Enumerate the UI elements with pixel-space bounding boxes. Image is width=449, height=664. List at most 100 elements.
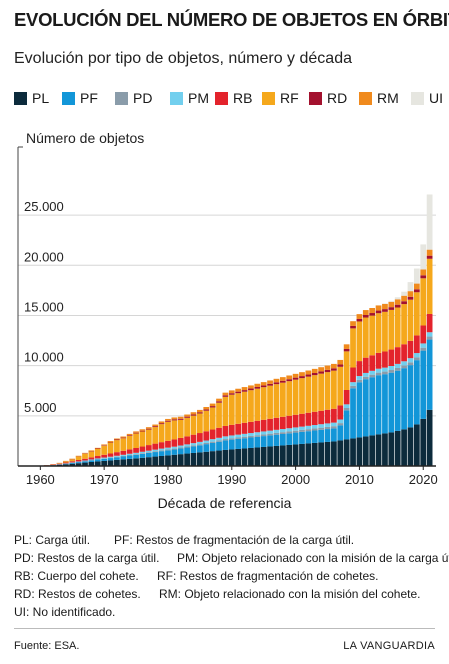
bar-segment-pd: [190, 445, 197, 447]
bar-segment-pf: [267, 435, 273, 447]
bar-segment-rd: [299, 376, 305, 379]
x-tick-label: 1970: [90, 472, 119, 487]
bar-segment-rb: [413, 335, 420, 354]
bar-segment-rm: [331, 363, 337, 369]
bar-segment-rd: [133, 432, 139, 434]
bar-segment-ui: [401, 291, 407, 296]
bar-segment-pl: [388, 432, 395, 466]
bar-segment-rb: [401, 344, 407, 362]
bar-segment-rb: [88, 457, 95, 460]
bar-segment-rb: [407, 340, 414, 359]
bar-segment-pf: [133, 454, 139, 459]
bar-segment-rm: [184, 414, 190, 417]
bar-segment-rf: [299, 378, 305, 414]
bar-segment-rf: [273, 384, 280, 418]
bar-segment-rf: [158, 424, 165, 443]
bar-segment-rm: [133, 431, 139, 433]
bar-segment-rm: [228, 390, 235, 394]
legend-swatch: [359, 91, 372, 105]
bar-segment-rd: [107, 441, 114, 443]
bar-segment-rf: [114, 440, 120, 453]
bar-segment-pm: [292, 427, 299, 431]
bar-segment-pd: [413, 357, 420, 361]
bar-segment-ui: [407, 282, 414, 292]
bar-segment-rf: [318, 373, 325, 411]
bar-segment-pl: [382, 433, 388, 466]
bar-segment-pd: [394, 367, 401, 371]
bar-segment-rd: [120, 437, 127, 439]
bar-segment-pl: [133, 458, 139, 466]
bar-segment-pm: [267, 430, 273, 434]
legend-item-pd: PD: [115, 90, 152, 106]
x-axis-label: Década de referencia: [157, 495, 292, 511]
bar-segment-rf: [62, 461, 69, 463]
bar-segment-rd: [241, 390, 248, 392]
bar-segment-rm: [369, 308, 376, 314]
bar-segment-rm: [114, 438, 120, 440]
bar-segment-rd: [375, 310, 382, 314]
bar-segment-pd: [145, 452, 152, 453]
bar-segment-rm: [299, 372, 305, 377]
note-line: PD: Restos de la carga útil. PM: Objeto r…: [14, 549, 449, 567]
bar-segment-pl: [190, 452, 197, 466]
bar-segment-rb: [248, 421, 254, 434]
bar-segment-rd: [350, 325, 356, 329]
bar-segment-rf: [107, 442, 114, 454]
bar-segment-rb: [75, 459, 82, 462]
bar-segment-rb: [375, 352, 382, 369]
bar-segment-rm: [82, 452, 88, 454]
bar-segment-rd: [158, 423, 165, 425]
bar-segment-pl: [216, 450, 222, 466]
bar-segment-rf: [120, 438, 127, 451]
bar-segment-pm: [209, 439, 216, 442]
bar-segment-pl: [88, 461, 95, 466]
note-item: RF: Restos de fragmentación de cohetes.: [157, 569, 379, 583]
bar-segment-rd: [114, 439, 120, 441]
bar-segment-rm: [248, 385, 254, 389]
publisher-brand: LA VANGUARDIA: [343, 640, 435, 652]
bar-segment-pd: [158, 450, 165, 452]
legend-item-rf: RF: [262, 90, 299, 106]
bar-segment-rf: [94, 448, 101, 457]
bar-segment-pm: [318, 424, 325, 428]
bar-segment-rd: [324, 369, 331, 373]
bar-segment-rd: [292, 377, 299, 380]
bar-segment-rd: [267, 383, 273, 386]
bar-segment-rb: [190, 434, 197, 444]
bar-segment-pm: [222, 436, 229, 440]
bar-segment-pf: [222, 440, 229, 450]
bar-segment-pf: [299, 431, 305, 444]
bar-segment-pm: [254, 432, 261, 436]
bar-segment-rf: [145, 429, 152, 446]
bar-segment-rm: [139, 429, 146, 431]
bar-segment-rb: [139, 446, 146, 452]
bar-segment-pl: [254, 447, 261, 466]
bar-segment-rb: [331, 408, 337, 423]
bar-segment-rm: [120, 436, 127, 438]
bar-segment-pl: [241, 448, 248, 466]
bar-segment-pl: [356, 437, 363, 466]
bar-segment-pl: [126, 458, 133, 466]
bar-segment-pd: [209, 441, 216, 443]
note-item: RD: Restos de cohetes.: [14, 587, 141, 601]
bar-segment-rd: [216, 401, 222, 403]
bar-segment-rd: [209, 406, 216, 408]
bar-segment-pl: [209, 451, 216, 466]
bar-segment-rd: [235, 391, 242, 394]
bar-segment-rb: [305, 412, 312, 426]
bar-segment-pm: [286, 428, 293, 432]
bar-segment-rf: [343, 351, 350, 390]
bar-segment-rm: [216, 398, 222, 402]
bar-segment-rb: [222, 425, 229, 437]
bar-segment-rm: [362, 310, 369, 315]
bar-segment-pf: [324, 429, 331, 442]
bar-segment-rm: [197, 409, 203, 413]
bar-segment-rb: [216, 427, 222, 438]
bar-segment-rm: [286, 375, 293, 380]
x-tick-label: 2010: [345, 472, 374, 487]
bar-segment-pl: [324, 441, 331, 466]
bar-segment-rb: [356, 361, 363, 377]
bar-segment-pl: [375, 434, 382, 466]
bar-segment-rm: [235, 388, 242, 392]
legend-swatch: [14, 91, 27, 105]
